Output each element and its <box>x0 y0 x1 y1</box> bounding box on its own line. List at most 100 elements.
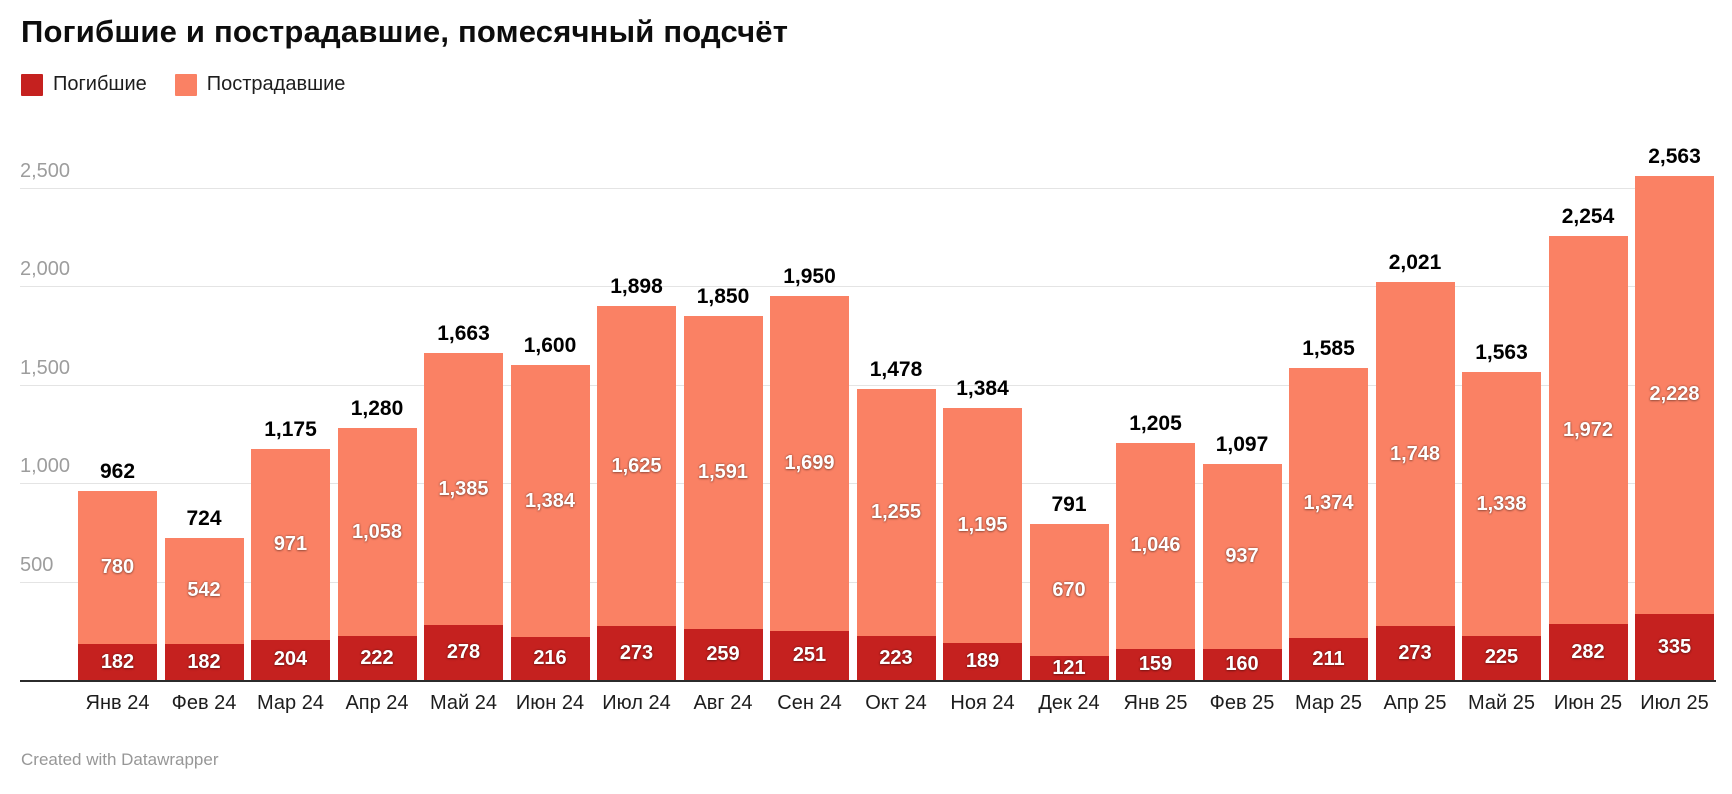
bar-total-label: 791 <box>1051 493 1087 517</box>
bar-stack: 2,228 335 <box>1635 175 1714 680</box>
bar-segment-injured: 937 <box>1202 464 1282 649</box>
fatalities-value-label: 282 <box>1571 640 1605 663</box>
bar-segment-fatalities: 204 <box>251 639 330 680</box>
bar-total-label: 1,585 <box>1302 337 1355 361</box>
gridline <box>20 286 1714 288</box>
fatalities-value-label: 335 <box>1657 635 1692 658</box>
x-axis-label: Мар 25 <box>1295 692 1362 714</box>
fatalities-value-label: 216 <box>533 647 567 670</box>
bar-total-label: 1,384 <box>956 376 1009 400</box>
x-axis-label: Июн 25 <box>1553 692 1623 714</box>
bar-stack: 971 204 <box>251 448 330 680</box>
bar-total-label: 1,898 <box>610 275 663 299</box>
bar-segment-injured: 780 <box>78 490 157 645</box>
bar-total-label: 1,600 <box>523 334 577 358</box>
bar-group-7: 1,898 1,625 273 <box>597 275 676 680</box>
bar-segment-fatalities: 273 <box>1375 626 1455 680</box>
x-axis-label: Янв 25 <box>1123 692 1188 714</box>
injured-value-label: 1,058 <box>351 520 403 543</box>
bar-segment-fatalities: 216 <box>510 637 590 680</box>
bar-stack: 1,338 225 <box>1462 372 1541 680</box>
x-axis-label: Окт 24 <box>865 692 927 714</box>
bar-segment-injured: 1,699 <box>770 296 849 631</box>
fatalities-value-label: 204 <box>273 648 308 671</box>
injured-value-label: 542 <box>187 579 221 602</box>
bar-group-17: 1,563 1,338 225 <box>1462 341 1541 680</box>
x-axis-label: Дек 24 <box>1038 692 1100 714</box>
bar-stack: 1,748 273 <box>1375 282 1455 680</box>
fatalities-color-swatch-icon <box>21 73 43 96</box>
bar-total-label: 1,950 <box>783 265 836 289</box>
bar-segment-fatalities: 121 <box>1029 656 1109 680</box>
bar-segment-fatalities: 222 <box>337 636 417 680</box>
bar-segment-injured: 1,058 <box>337 428 417 637</box>
injured-value-label: 1,374 <box>1303 491 1354 514</box>
bar-segment-fatalities: 160 <box>1202 648 1282 680</box>
fatalities-value-label: 223 <box>879 646 913 669</box>
bar-stack: 780 182 <box>78 490 157 680</box>
x-axis-label: Апр 25 <box>1383 692 1447 714</box>
x-axis-label: Май 24 <box>430 692 497 714</box>
bar-stack: 1,699 251 <box>770 296 849 680</box>
x-axis-label: Авг 24 <box>693 692 753 714</box>
bar-stack: 1,195 189 <box>943 407 1022 680</box>
x-axis-label: Фев 25 <box>1209 692 1275 714</box>
bar-total-label: 724 <box>186 506 222 530</box>
bar-segment-fatalities: 189 <box>943 642 1022 680</box>
bar-total-label: 962 <box>99 459 136 483</box>
x-axis-label: Сен 24 <box>777 692 842 714</box>
bar-segment-injured: 1,748 <box>1375 282 1455 627</box>
bar-total-label: 1,205 <box>1129 411 1182 435</box>
injured-value-label: 1,972 <box>1562 418 1614 441</box>
bar-segment-injured: 1,591 <box>683 315 763 629</box>
bar-segment-injured: 1,972 <box>1548 236 1628 625</box>
chart-title: Погибшие и пострадавшие, помесячный подс… <box>21 14 789 49</box>
legend-item-injured: Пострадавшие <box>174 73 345 96</box>
injured-value-label: 670 <box>1052 578 1086 601</box>
bar-group-11: 1,384 1,195 189 <box>943 377 1022 680</box>
injured-value-label: 937 <box>1225 544 1259 567</box>
bar-segment-injured: 1,255 <box>856 389 936 637</box>
injured-value-label: 1,699 <box>784 451 835 474</box>
bar-group-19: 2,563 2,228 335 <box>1635 145 1714 680</box>
x-axis-label: Янв 24 <box>85 692 150 714</box>
x-axis-label: Май 25 <box>1468 692 1535 714</box>
bar-segment-fatalities: 259 <box>683 629 763 680</box>
injured-value-label: 2,228 <box>1649 383 1700 406</box>
bar-segment-injured: 1,338 <box>1462 372 1541 636</box>
y-axis-tick-label: 1,500 <box>20 356 71 379</box>
x-axis-line <box>20 680 1716 682</box>
bar-group-8: 1,850 1,591 259 <box>683 285 763 680</box>
fatalities-value-label: 189 <box>965 649 1000 672</box>
injured-value-label: 1,385 <box>438 477 489 500</box>
injured-value-label: 1,625 <box>611 454 662 477</box>
x-axis-label: Июл 25 <box>1640 692 1709 714</box>
bar-segment-injured: 542 <box>164 537 244 645</box>
bar-group-15: 1,585 1,374 211 <box>1289 337 1368 680</box>
bar-stack: 1,385 278 <box>424 352 503 680</box>
injured-color-swatch-icon <box>174 73 197 96</box>
bar-segment-fatalities: 278 <box>424 625 503 680</box>
bar-segment-injured: 1,195 <box>943 407 1022 643</box>
injured-value-label: 1,255 <box>870 501 922 524</box>
bar-group-16: 2,021 1,748 273 <box>1375 251 1455 680</box>
bar-segment-fatalities: 159 <box>1116 648 1195 680</box>
bar-segment-injured: 1,625 <box>597 306 676 627</box>
bar-stack: 1,625 273 <box>597 306 676 680</box>
bar-group-5: 1,663 1,385 278 <box>424 322 503 680</box>
injured-value-label: 971 <box>273 532 308 555</box>
bar-total-label: 1,097 <box>1215 433 1269 457</box>
bar-group-18: 2,254 1,972 282 <box>1548 205 1628 680</box>
y-axis-tick-label: 2,500 <box>20 160 71 182</box>
fatalities-value-label: 251 <box>792 643 827 666</box>
bar-segment-injured: 1,384 <box>510 365 590 638</box>
y-axis-tick-label: 2,000 <box>20 258 71 281</box>
attribution-text: Created with Datawrapper <box>21 750 219 769</box>
injured-value-label: 1,591 <box>697 460 749 483</box>
fatalities-value-label: 159 <box>1138 652 1173 675</box>
bar-segment-fatalities: 223 <box>856 636 936 680</box>
injured-value-label: 1,195 <box>957 513 1008 536</box>
fatalities-value-label: 259 <box>706 642 740 665</box>
bar-segment-fatalities: 182 <box>164 644 244 680</box>
